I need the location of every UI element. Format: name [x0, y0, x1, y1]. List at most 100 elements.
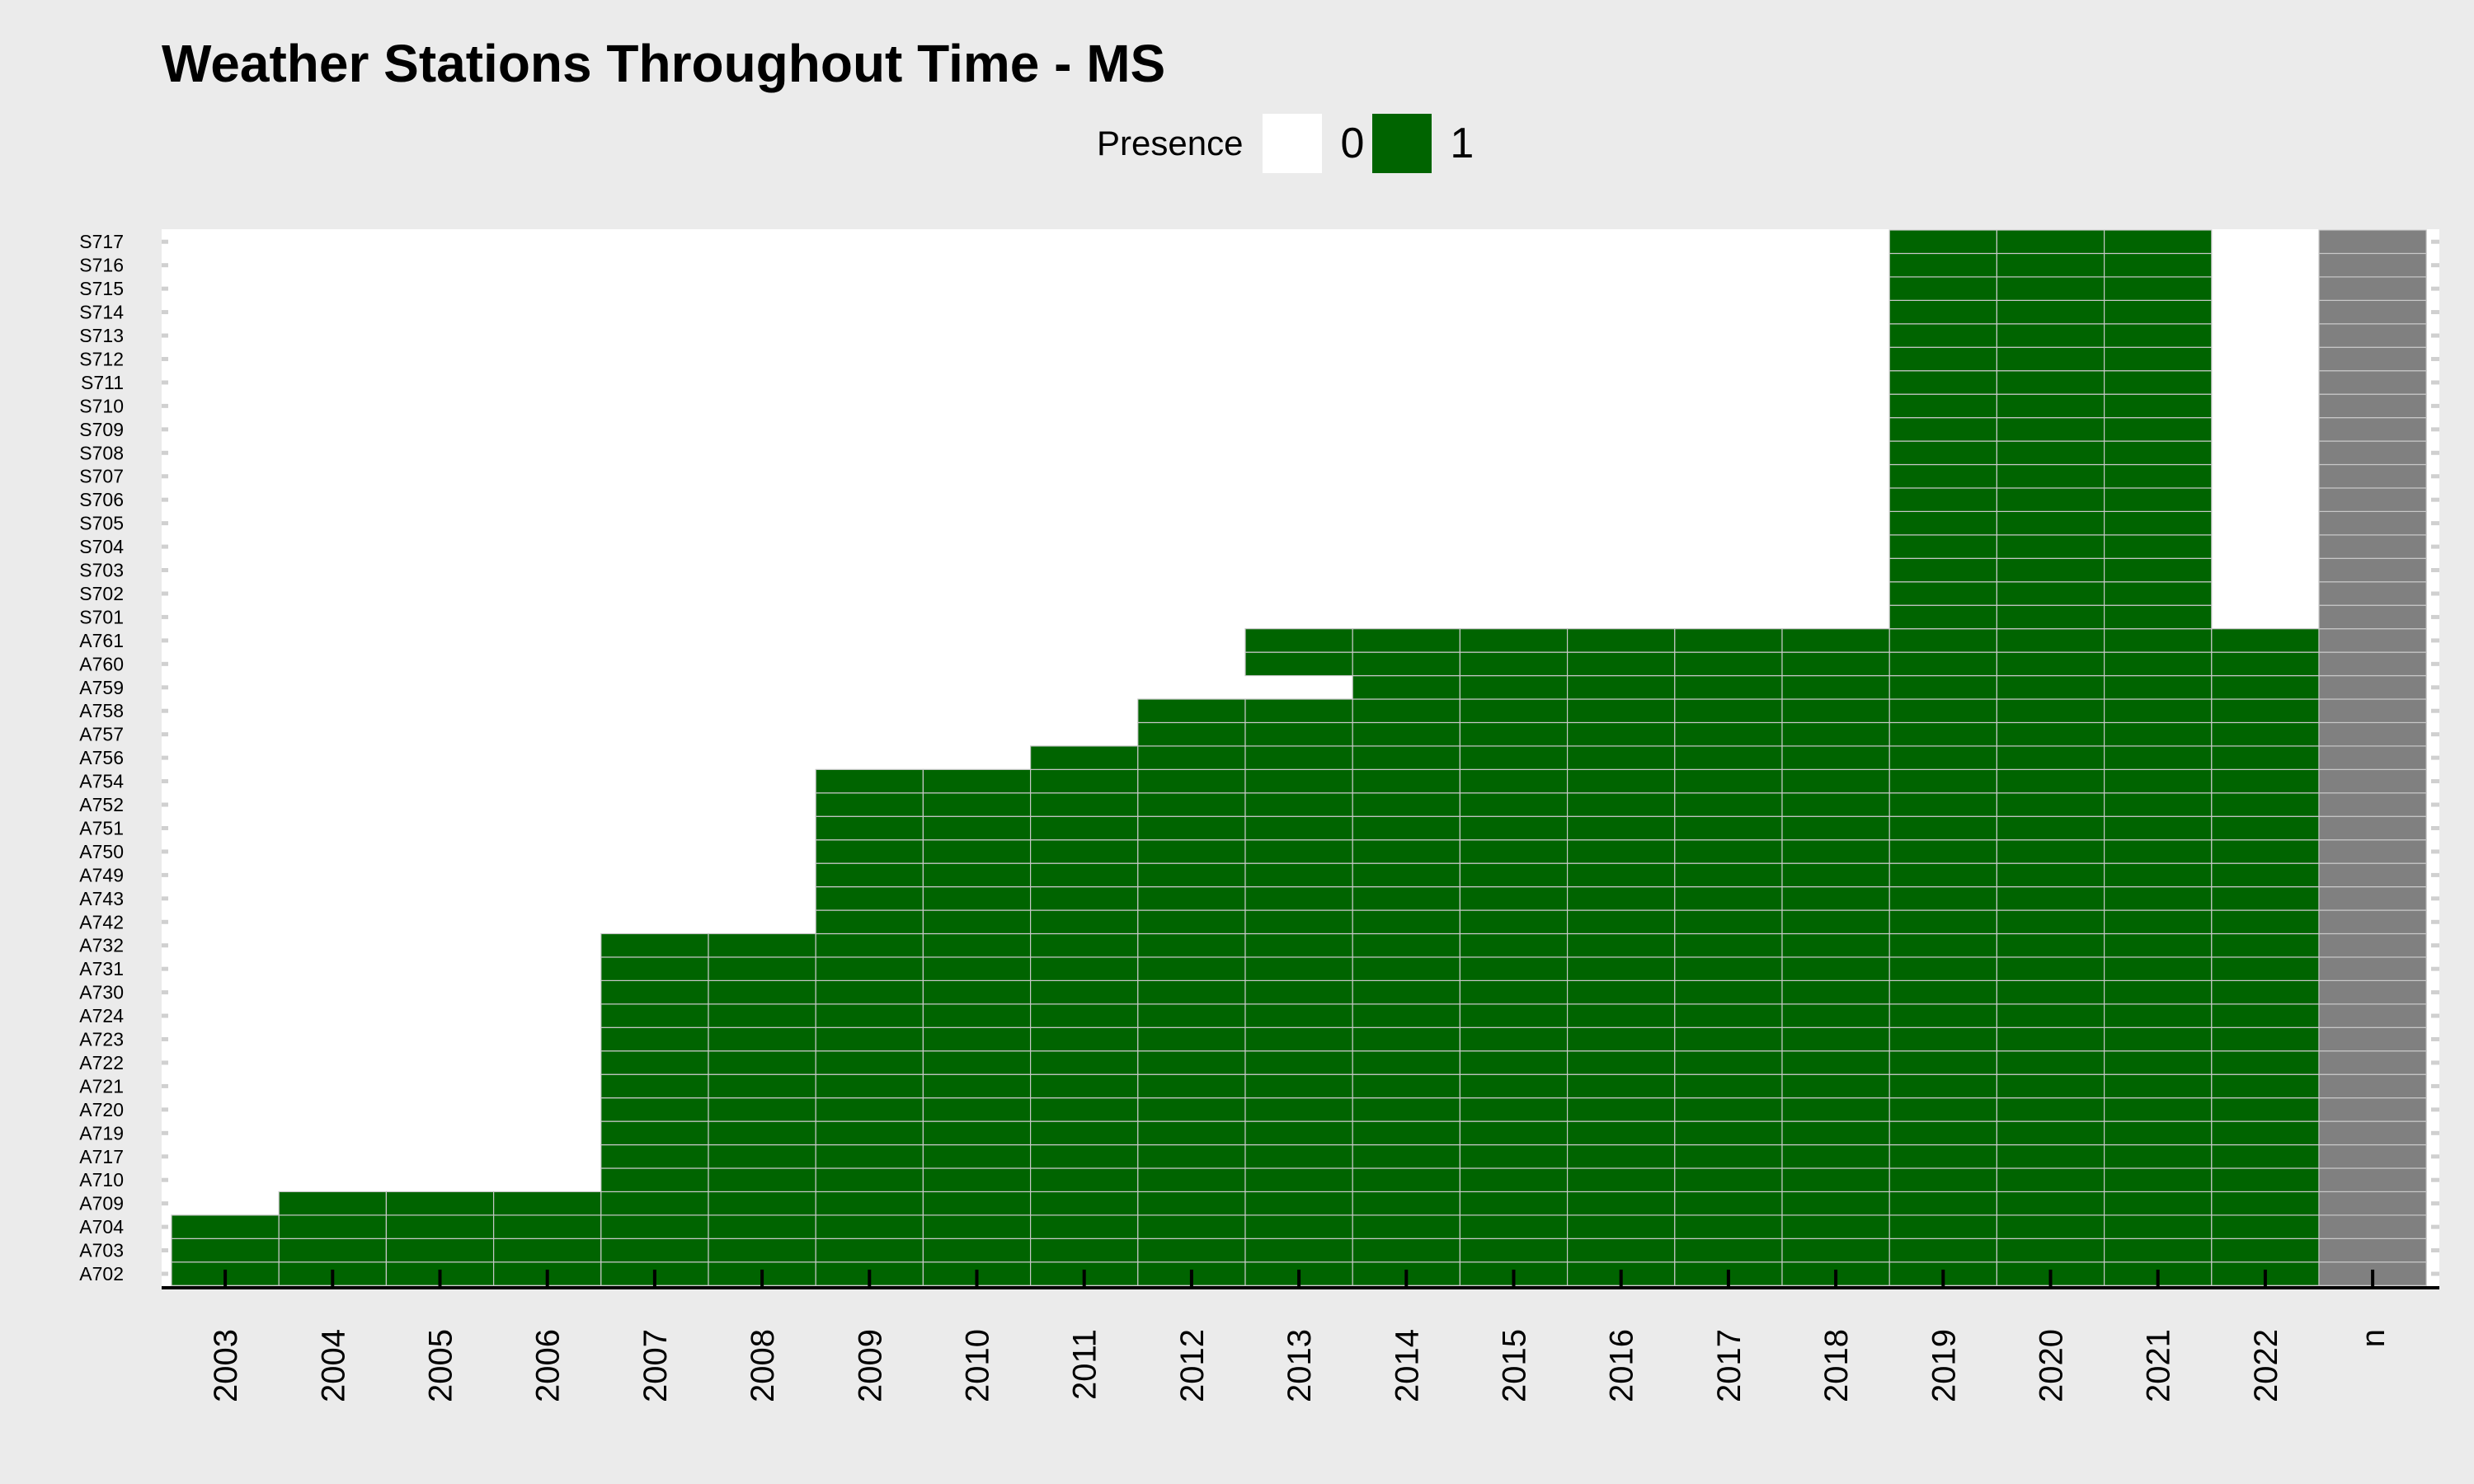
- y-tick-label: A703: [79, 1240, 124, 1261]
- heatmap-cell: [2318, 839, 2427, 864]
- heatmap-cell: [815, 909, 924, 935]
- heatmap-cell: [2104, 276, 2213, 301]
- heatmap-cell: [1244, 792, 1353, 817]
- heatmap-cell: [1352, 979, 1460, 1005]
- heatmap-cell: [1566, 1167, 1676, 1193]
- heatmap-cell: [815, 885, 924, 911]
- heatmap-cell: [1352, 1167, 1460, 1193]
- heatmap-cell: [1996, 323, 2105, 348]
- heatmap-cell: [1566, 1120, 1676, 1146]
- heatmap-cell: [1674, 651, 1783, 677]
- heatmap-cell: [1888, 979, 1997, 1005]
- heatmap-cell: [708, 1097, 816, 1122]
- heatmap-cell: [385, 1214, 495, 1239]
- heatmap-cell: [1674, 1144, 1783, 1169]
- heatmap-cell: [1459, 721, 1569, 747]
- heatmap-cell: [1781, 768, 1890, 794]
- heatmap-cell: [1459, 1073, 1569, 1099]
- heatmap-cell: [1029, 909, 1139, 935]
- heatmap-cell: [922, 1003, 1032, 1028]
- heatmap-cell: [2211, 885, 2320, 911]
- heatmap-cell: [1888, 651, 1997, 677]
- heatmap-cell: [922, 1097, 1032, 1122]
- heatmap-cell: [1566, 698, 1676, 724]
- heatmap-cell: [1352, 651, 1460, 677]
- heatmap-cell: [1888, 1190, 1997, 1216]
- heatmap-cell: [1674, 721, 1783, 747]
- heatmap-cell: [708, 932, 816, 958]
- heatmap-cell: [1029, 1144, 1139, 1169]
- heatmap-cell: [1029, 1026, 1139, 1052]
- heatmap-cell: [1352, 909, 1460, 935]
- heatmap-cell: [2318, 1026, 2427, 1052]
- heatmap-cell: [2104, 745, 2213, 770]
- heatmap-cell: [922, 792, 1032, 817]
- heatmap-cell: [1244, 651, 1353, 677]
- y-tick-label: S701: [79, 606, 124, 627]
- heatmap-cell: [1244, 909, 1353, 935]
- heatmap-cell: [922, 862, 1032, 888]
- heatmap-cell: [2318, 557, 2427, 583]
- heatmap-cell: [815, 1120, 924, 1146]
- x-tick-label: 2010: [960, 1329, 996, 1402]
- heatmap-cell: [2318, 932, 2427, 958]
- heatmap-cell: [1459, 885, 1569, 911]
- heatmap-cell: [1459, 1144, 1569, 1169]
- heatmap-cell: [1137, 1050, 1246, 1075]
- heatmap-cell: [2318, 1097, 2427, 1122]
- y-tick-label: A702: [79, 1263, 124, 1284]
- heatmap-cell: [2104, 534, 2213, 559]
- heatmap-cell: [2211, 1097, 2320, 1122]
- heatmap-cell: [1459, 979, 1569, 1005]
- heatmap-cell: [1137, 862, 1246, 888]
- heatmap-cell: [1566, 1237, 1676, 1263]
- heatmap-cell: [1137, 932, 1246, 958]
- heatmap-cell: [1996, 557, 2105, 583]
- heatmap-cell: [171, 1237, 280, 1263]
- heatmap-cell: [1888, 674, 1997, 700]
- heatmap-cell: [1888, 839, 1997, 864]
- heatmap-cell: [2104, 487, 2213, 513]
- x-tick-label: 2007: [637, 1329, 674, 1402]
- heatmap-cell: [1352, 1097, 1460, 1122]
- heatmap-cell: [492, 1237, 602, 1263]
- heatmap-cell: [2318, 393, 2427, 419]
- y-tick-label: S709: [79, 419, 124, 440]
- heatmap-cell: [815, 1190, 924, 1216]
- heatmap-cell: [1674, 1167, 1783, 1193]
- heatmap-cell: [1566, 721, 1676, 747]
- y-tick-label: A761: [79, 630, 124, 651]
- heatmap-cell: [1244, 979, 1353, 1005]
- heatmap-cell: [1566, 1190, 1676, 1216]
- heatmap-cell: [2318, 440, 2427, 466]
- heatmap-cell: [2318, 510, 2427, 536]
- heatmap-cell: [1996, 510, 2105, 536]
- heatmap-cell: [1244, 1120, 1353, 1146]
- heatmap-cell: [2104, 252, 2213, 278]
- heatmap-cell: [2211, 792, 2320, 817]
- heatmap-cell: [2104, 1120, 2213, 1146]
- heatmap-cell: [1352, 745, 1460, 770]
- heatmap-cell: [2104, 1214, 2213, 1239]
- heatmap-cell: [1888, 792, 1997, 817]
- heatmap-cell: [708, 1073, 816, 1099]
- heatmap-cell: [2318, 628, 2427, 653]
- heatmap-cell: [1781, 1050, 1890, 1075]
- heatmap-cell: [1459, 1120, 1569, 1146]
- heatmap-cell: [1459, 745, 1569, 770]
- x-tick-label: 2009: [852, 1329, 888, 1402]
- heatmap-cell: [600, 1237, 709, 1263]
- heatmap-cell: [1352, 1073, 1460, 1099]
- heatmap-cell: [1566, 651, 1676, 677]
- heatmap-cell: [1352, 721, 1460, 747]
- heatmap-cell: [2318, 1120, 2427, 1146]
- heatmap-cell: [2318, 792, 2427, 817]
- heatmap-cell: [2318, 698, 2427, 724]
- heatmap-cell: [1888, 229, 1997, 255]
- heatmap-cell: [1244, 932, 1353, 958]
- heatmap-cell: [1674, 1097, 1783, 1122]
- heatmap-cell: [708, 1144, 816, 1169]
- heatmap-cell: [1137, 768, 1246, 794]
- heatmap-cell: [708, 1120, 816, 1146]
- heatmap-cell: [600, 1050, 709, 1075]
